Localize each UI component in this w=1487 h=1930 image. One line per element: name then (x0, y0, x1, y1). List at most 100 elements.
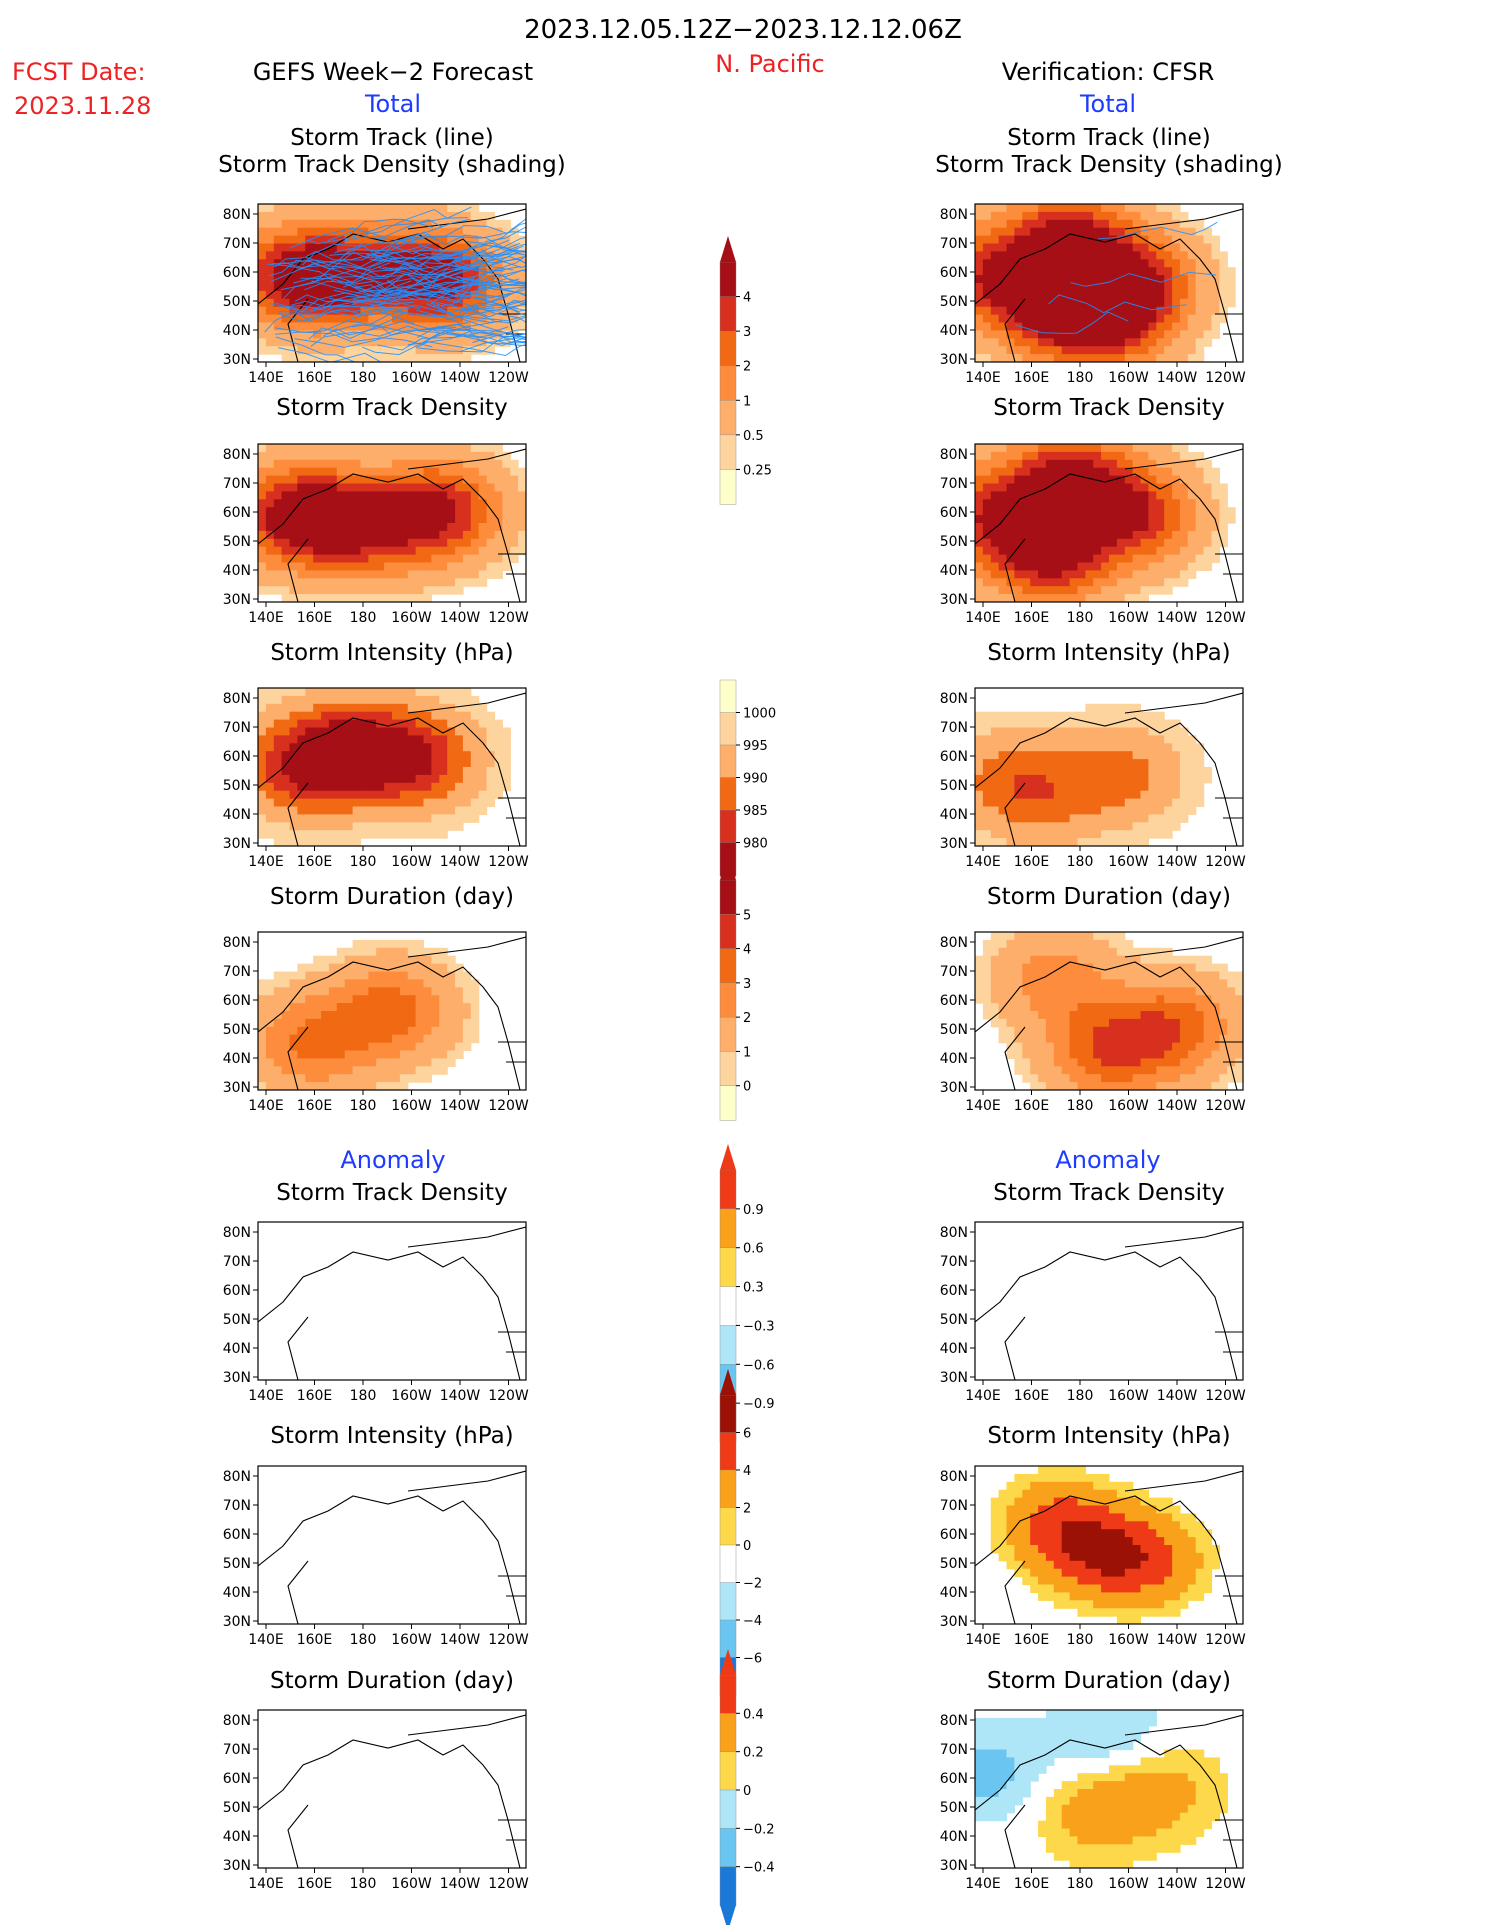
grid-cell (297, 468, 306, 477)
grid-cell (416, 688, 425, 697)
grid-cell (1062, 1066, 1071, 1075)
grid-cell (313, 1027, 322, 1036)
grid-cell (1014, 1011, 1023, 1020)
grid-cell (392, 814, 401, 823)
grid-cell (1125, 555, 1134, 564)
shaded-field (975, 204, 1243, 363)
grid-cell (1164, 570, 1173, 579)
grid-cell (392, 767, 401, 776)
grid-cell (975, 956, 984, 965)
grid-cell (361, 830, 370, 839)
grid-cell (1117, 594, 1126, 603)
grid-cell (305, 555, 314, 564)
grid-cell (329, 1003, 338, 1012)
grid-cell (337, 1082, 346, 1091)
grid-cell (1188, 1011, 1197, 1020)
grid-cell (321, 688, 330, 697)
grid-cell (368, 484, 377, 493)
grid-cell (1117, 1027, 1126, 1036)
grid-cell (266, 220, 275, 229)
grid-cell (424, 987, 433, 996)
y-tick-label: 80N (223, 1225, 251, 1241)
grid-cell (400, 1074, 409, 1083)
grid-cell (424, 570, 433, 579)
grid-cell (1141, 563, 1150, 572)
grid-cell (313, 468, 322, 477)
grid-cell (1014, 807, 1023, 816)
grid-cell (1078, 1066, 1087, 1075)
grid-cell (999, 555, 1008, 564)
grid-cell (1204, 307, 1213, 316)
grid-cell (1188, 283, 1197, 292)
grid-cell (431, 507, 440, 516)
grid-cell (1054, 212, 1063, 221)
grid-cell (1180, 1003, 1189, 1012)
grid-cell (439, 1066, 448, 1075)
grid-cell (1085, 523, 1094, 532)
grid-cell (313, 995, 322, 1004)
grid-cell (1022, 578, 1031, 587)
grid-cell (313, 476, 322, 485)
grid-cell (999, 204, 1008, 213)
grid-cell (431, 1019, 440, 1028)
grid-cell (274, 444, 283, 453)
grid-cell (305, 1082, 314, 1091)
grid-cell (1054, 783, 1063, 792)
grid-cell (439, 444, 448, 453)
grid-cell (1070, 1027, 1079, 1036)
grid-cell (1188, 987, 1197, 996)
grid-cell (431, 979, 440, 988)
grid-cell (368, 696, 377, 705)
grid-cell (384, 594, 393, 603)
grid-cell (999, 783, 1008, 792)
grid-cell (1133, 743, 1142, 752)
grid-cell (1030, 987, 1039, 996)
grid-cell (313, 578, 322, 587)
grid-cell (1204, 1043, 1213, 1052)
grid-cell (1070, 979, 1079, 988)
grid-cell (1125, 767, 1134, 776)
grid-cell (337, 972, 346, 981)
grid-cell (1196, 338, 1205, 347)
grid-cell (1030, 830, 1039, 839)
grid-cell (1030, 539, 1039, 548)
grid-cell (1070, 338, 1079, 347)
grid-cell (297, 275, 306, 284)
grid-cell (1007, 212, 1016, 221)
grid-cell (1212, 979, 1221, 988)
grid-cell (1141, 484, 1150, 493)
grid-cell (1078, 979, 1087, 988)
grid-cell (463, 1019, 472, 1028)
grid-cell (983, 830, 992, 839)
grid-cell (1014, 956, 1023, 965)
grid-cell (368, 594, 377, 603)
grid-cell (1172, 1019, 1181, 1028)
grid-cell (329, 1058, 338, 1067)
grid-cell (1030, 484, 1039, 493)
grid-cell (1030, 838, 1039, 847)
grid-cell (313, 807, 322, 816)
grid-cell (345, 807, 354, 816)
grid-cell (368, 515, 377, 524)
grid-cell (392, 491, 401, 500)
grid-cell (1141, 1066, 1150, 1075)
grid-cell (983, 728, 992, 737)
grid-cell (290, 704, 299, 713)
grid-cell (313, 228, 322, 237)
grid-cell (1054, 799, 1063, 808)
grid-cell (487, 767, 496, 776)
grid-cell (1196, 555, 1205, 564)
grid-cell (1156, 807, 1165, 816)
grid-cell (368, 460, 377, 469)
grid-cell (329, 814, 338, 823)
grid-cell (1078, 220, 1087, 229)
grid-cell (258, 987, 267, 996)
grid-cell (1109, 570, 1118, 579)
grid-cell (297, 563, 306, 572)
grid-cell (282, 460, 291, 469)
grid-cell (313, 563, 322, 572)
grid-cell (471, 468, 480, 477)
grid-cell (983, 468, 992, 477)
grid-cell (1101, 1011, 1110, 1020)
y-tick-label: 40N (223, 563, 251, 579)
